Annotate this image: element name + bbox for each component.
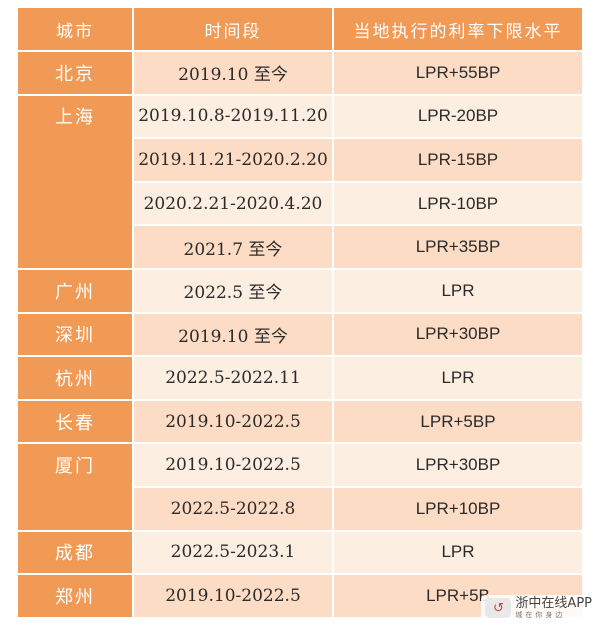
city-cell (18, 487, 132, 532)
watermark: ↺ 浙中在线APP 城在你身边 (481, 595, 596, 621)
header-period: 时间段 (132, 8, 332, 52)
city-cell: 成都 (18, 531, 132, 576)
period-cell: 2022.5 至今 (132, 269, 332, 314)
table-row: 2020.2.21-2020.4.20 LPR-10BP (18, 182, 582, 227)
table-row: 北京 2019.10 至今 LPR+55BP (18, 52, 582, 96)
table-row: 厦门 2019.10-2022.5 LPR+30BP (18, 444, 582, 488)
period-cell: 2022.5-2023.1 (132, 531, 332, 576)
rate-table: 城市 时间段 当地执行的利率下限水平 北京 2019.10 至今 LPR+55B… (18, 8, 582, 619)
watermark-text: 浙中在线APP 城在你身边 (515, 597, 592, 619)
city-cell (18, 139, 132, 183)
table-row: 上海 2019.10.8-2019.11.20 LPR-20BP (18, 95, 582, 140)
header-city: 城市 (18, 8, 132, 52)
city-cell: 广州 (18, 269, 132, 314)
header-rate: 当地执行的利率下限水平 (332, 8, 582, 52)
table-row: 成都 2022.5-2023.1 LPR (18, 531, 582, 576)
period-cell: 2019.10-2022.5 (132, 575, 332, 619)
period-cell: 2022.5-2022.11 (132, 357, 332, 401)
rate-cell: LPR-10BP (332, 182, 582, 227)
rate-cell: LPR (332, 531, 582, 576)
table-row: 长春 2019.10-2022.5 LPR+5BP (18, 400, 582, 445)
period-cell: 2019.10-2022.5 (132, 444, 332, 488)
city-cell: 杭州 (18, 357, 132, 401)
table-header-row: 城市 时间段 当地执行的利率下限水平 (18, 8, 582, 52)
table-row: 2021.7 至今 LPR+35BP (18, 226, 582, 270)
period-cell: 2019.10 至今 (132, 52, 332, 96)
city-cell: 郑州 (18, 575, 132, 619)
rate-cell: LPR (332, 269, 582, 314)
rate-cell: LPR+30BP (332, 313, 582, 358)
rate-cell: LPR+5BP (332, 400, 582, 445)
table-row: 2019.11.21-2020.2.20 LPR-15BP (18, 139, 582, 183)
city-cell: 深圳 (18, 313, 132, 358)
city-cell: 上海 (18, 95, 132, 140)
rate-cell: LPR+10BP (332, 487, 582, 532)
rate-cell: LPR-15BP (332, 139, 582, 183)
rate-cell: LPR+35BP (332, 226, 582, 270)
period-cell: 2021.7 至今 (132, 226, 332, 270)
city-cell (18, 226, 132, 270)
table-row: 杭州 2022.5-2022.11 LPR (18, 357, 582, 401)
period-cell: 2019.10.8-2019.11.20 (132, 95, 332, 140)
period-cell: 2020.2.21-2020.4.20 (132, 182, 332, 227)
table-row: 深圳 2019.10 至今 LPR+30BP (18, 313, 582, 358)
table-row: 2022.5-2022.8 LPR+10BP (18, 487, 582, 532)
rate-cell: LPR+55BP (332, 52, 582, 96)
period-cell: 2022.5-2022.8 (132, 487, 332, 532)
city-cell: 厦门 (18, 444, 132, 488)
period-cell: 2019.10-2022.5 (132, 400, 332, 445)
watermark-subtitle: 城在你身边 (515, 611, 566, 619)
city-cell: 北京 (18, 52, 132, 96)
rate-cell: LPR (332, 357, 582, 401)
table-row: 广州 2022.5 至今 LPR (18, 269, 582, 314)
city-cell: 长春 (18, 400, 132, 445)
period-cell: 2019.10 至今 (132, 313, 332, 358)
period-cell: 2019.11.21-2020.2.20 (132, 139, 332, 183)
rate-cell: LPR+30BP (332, 444, 582, 488)
app-logo-icon: ↺ (485, 598, 512, 618)
rate-cell: LPR-20BP (332, 95, 582, 140)
city-cell (18, 182, 132, 227)
watermark-title: 浙中在线APP (515, 596, 592, 611)
